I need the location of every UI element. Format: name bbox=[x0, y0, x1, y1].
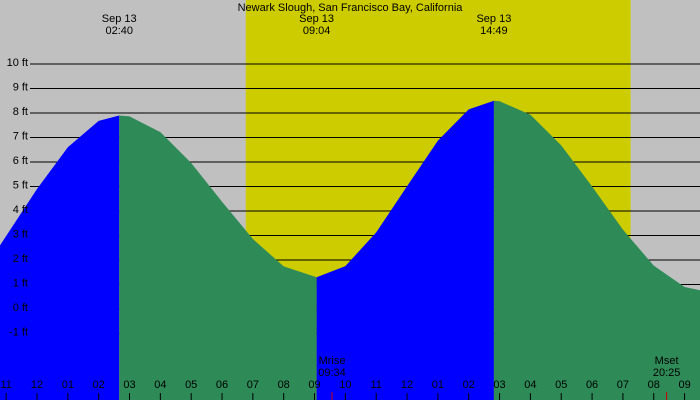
y-tick-label: 4 ft bbox=[13, 204, 28, 216]
y-tick-label: 2 ft bbox=[13, 253, 28, 265]
x-tick-label: 03 bbox=[493, 379, 505, 391]
x-tick-label: 01 bbox=[432, 379, 444, 391]
rising-tide-area bbox=[0, 115, 120, 400]
y-tick-label: 1 ft bbox=[13, 277, 28, 289]
moon-event-label: Mrise bbox=[319, 355, 346, 367]
extreme-date: Sep 13 bbox=[102, 13, 137, 25]
x-tick-label: 12 bbox=[401, 379, 413, 391]
y-tick-label: 5 ft bbox=[13, 179, 28, 191]
x-tick-label: 03 bbox=[123, 379, 135, 391]
x-tick-label: 02 bbox=[93, 379, 105, 391]
x-tick-label: 08 bbox=[278, 379, 290, 391]
y-tick-label: 0 ft bbox=[13, 302, 28, 314]
y-tick-label: 8 ft bbox=[13, 106, 28, 118]
extreme-time: 09:04 bbox=[303, 25, 331, 37]
extreme-time: 14:49 bbox=[480, 25, 508, 37]
x-tick-label: 06 bbox=[216, 379, 228, 391]
y-tick-label: 10 ft bbox=[7, 57, 28, 69]
x-tick-label: 06 bbox=[586, 379, 598, 391]
falling-tide-area bbox=[119, 115, 317, 400]
x-tick-label: 05 bbox=[555, 379, 567, 391]
y-tick-label: -1 ft bbox=[9, 326, 28, 338]
y-tick-label: 3 ft bbox=[13, 228, 28, 240]
x-tick-label: 05 bbox=[185, 379, 197, 391]
x-tick-label: 08 bbox=[648, 379, 660, 391]
x-tick-label: 02 bbox=[463, 379, 475, 391]
x-tick-label: 11 bbox=[0, 379, 11, 391]
x-tick-label: 09 bbox=[308, 379, 320, 391]
x-tick-label: 01 bbox=[62, 379, 74, 391]
x-tick-label: 12 bbox=[31, 379, 43, 391]
x-tick-label: 11 bbox=[371, 379, 382, 391]
x-tick-label: 07 bbox=[617, 379, 629, 391]
rising-tide-area bbox=[316, 100, 494, 400]
extreme-time: 02:40 bbox=[105, 25, 133, 37]
y-tick-label: 9 ft bbox=[13, 81, 28, 93]
y-tick-label: 6 ft bbox=[13, 155, 28, 167]
moon-event-time: 09:34 bbox=[318, 367, 346, 379]
chart-title: Newark Slough, San Francisco Bay, Califo… bbox=[238, 2, 464, 14]
extreme-date: Sep 13 bbox=[299, 13, 334, 25]
x-tick-label: 10 bbox=[339, 379, 351, 391]
moon-event-label: Mset bbox=[655, 355, 679, 367]
extreme-date: Sep 13 bbox=[476, 13, 511, 25]
tide-layer bbox=[0, 100, 700, 400]
x-tick-label: 04 bbox=[154, 379, 166, 391]
moon-event-time: 20:25 bbox=[653, 367, 681, 379]
y-tick-label: 7 ft bbox=[13, 130, 28, 142]
x-tick-label: 09 bbox=[678, 379, 690, 391]
x-tick-label: 07 bbox=[247, 379, 259, 391]
falling-tide-area bbox=[493, 100, 700, 400]
x-tick-label: 04 bbox=[524, 379, 536, 391]
